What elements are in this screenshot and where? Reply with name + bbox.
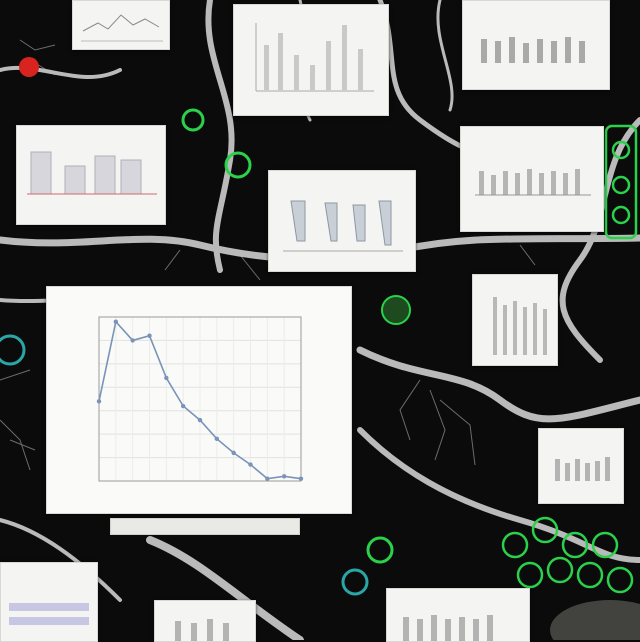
data-point [197,417,203,423]
data-point [130,338,135,343]
mini-bar-chart-card [233,4,389,116]
mini-shape-chart-card [268,170,416,272]
mini-column-chart-card [16,125,166,225]
data-point [248,462,253,467]
data-point [231,450,236,456]
data-point [298,476,304,481]
data-point [265,476,270,481]
mini-bar-chart-card [462,0,610,90]
data-point [164,375,169,381]
main-chart-caption-bar [110,518,300,535]
data-point [214,436,220,442]
data-point [180,403,186,409]
mini-line-chart-card [72,0,170,50]
mini-bar-chart-card [472,274,558,366]
main-line-chart-card [46,286,352,514]
mini-bar-chart-card [538,428,624,504]
mini-bar-chart-card [386,588,530,642]
mini-bar-chart-card [460,126,604,232]
mini-bar-chart-card [154,600,256,642]
data-point [147,333,152,338]
mini-table-card [0,562,98,642]
data-point [96,399,102,404]
data-point [281,474,287,479]
main-line-chart [96,316,304,482]
data-point [113,319,119,324]
